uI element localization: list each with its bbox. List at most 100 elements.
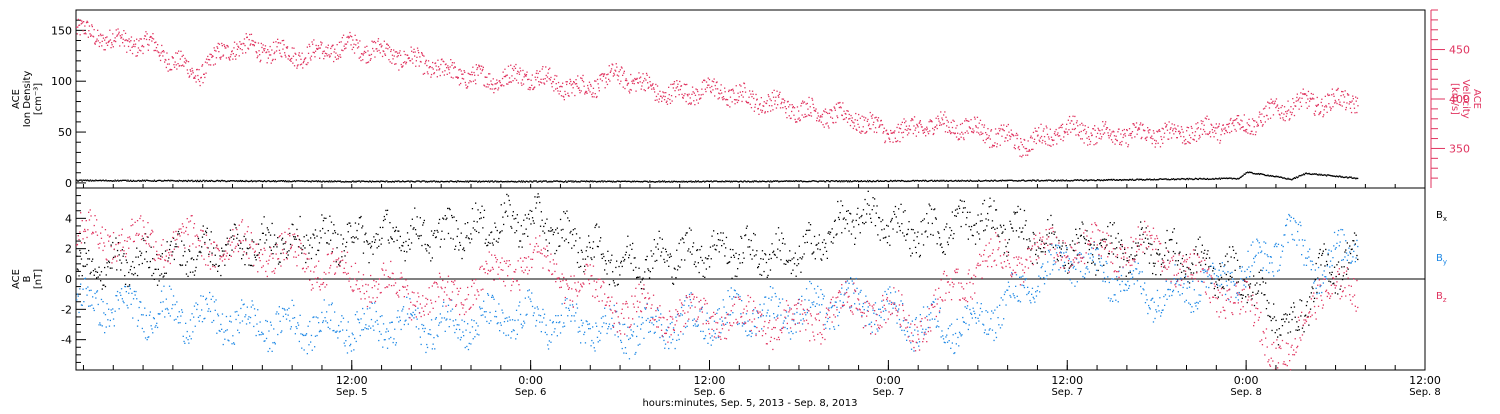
- velocity-point: [709, 79, 710, 80]
- Bx-point: [570, 231, 571, 232]
- velocity-point: [817, 118, 818, 119]
- Bx-point: [981, 213, 982, 214]
- velocity-point: [260, 61, 261, 62]
- Bx-point: [248, 248, 249, 249]
- Bx-point: [165, 250, 166, 251]
- velocity-point: [137, 52, 138, 53]
- velocity-point: [1113, 131, 1114, 132]
- velocity-point: [103, 49, 104, 50]
- velocity-point: [755, 104, 756, 105]
- velocity-point: [82, 22, 83, 23]
- velocity-point: [344, 48, 345, 49]
- Bx-point: [381, 238, 382, 239]
- velocity-point: [1282, 105, 1283, 106]
- Bx-point: [914, 232, 915, 233]
- velocity-point: [1054, 133, 1055, 134]
- Bx-point: [353, 242, 354, 243]
- Bx-point: [415, 229, 416, 230]
- Bx-point: [922, 220, 923, 221]
- Bx-point: [680, 239, 681, 240]
- velocity-point: [553, 81, 554, 82]
- velocity-point: [265, 45, 266, 46]
- velocity-point: [1217, 139, 1218, 140]
- velocity-point: [237, 49, 238, 50]
- velocity-point: [779, 92, 780, 93]
- velocity-point: [591, 94, 592, 95]
- velocity-point: [503, 72, 504, 73]
- velocity-point: [399, 50, 400, 51]
- velocity-point: [1047, 134, 1048, 135]
- velocity-point: [1266, 115, 1267, 116]
- velocity-point: [899, 141, 900, 142]
- Bx-point: [474, 229, 475, 230]
- velocity-point: [606, 81, 607, 82]
- velocity-point: [262, 52, 263, 53]
- Bx-point: [388, 240, 389, 241]
- velocity-point: [1172, 123, 1173, 124]
- Bx-point: [996, 209, 997, 210]
- velocity-point: [904, 122, 905, 123]
- velocity-point: [830, 117, 831, 118]
- velocity-point: [766, 103, 767, 104]
- Bx-point: [992, 220, 993, 221]
- Bx-point: [720, 232, 721, 233]
- Bx-point: [300, 216, 301, 217]
- velocity-point: [1240, 120, 1241, 121]
- velocity-point: [579, 92, 580, 93]
- velocity-point: [578, 87, 579, 88]
- velocity-point: [581, 78, 582, 79]
- Bx-point: [683, 238, 684, 239]
- Bx-point: [470, 233, 471, 234]
- velocity-point: [772, 92, 773, 93]
- velocity-point: [1213, 127, 1214, 128]
- Bx-point: [211, 253, 212, 254]
- Bx-point: [232, 235, 233, 236]
- velocity-point: [1171, 137, 1172, 138]
- velocity-point: [1321, 102, 1322, 103]
- velocity-point: [1286, 113, 1287, 114]
- Bx-point: [163, 275, 164, 276]
- velocity-point: [723, 98, 724, 99]
- Bx-point: [186, 273, 187, 274]
- velocity-point: [774, 90, 775, 91]
- Bx-point: [939, 237, 940, 238]
- Bx-point: [931, 209, 932, 210]
- Bx-point: [461, 258, 462, 259]
- density-tick-label: 50: [58, 126, 72, 139]
- Bx-point: [521, 225, 522, 226]
- Bx-point: [838, 217, 839, 218]
- velocity-point: [138, 40, 139, 41]
- velocity-point: [672, 84, 673, 85]
- velocity-point: [1203, 129, 1204, 130]
- velocity-point: [750, 94, 751, 95]
- Bx-point: [189, 251, 190, 252]
- velocity-point: [828, 125, 829, 126]
- Bx-point: [962, 212, 963, 213]
- velocity-point: [651, 89, 652, 90]
- velocity-point: [1123, 137, 1124, 138]
- Bx-point: [84, 242, 85, 243]
- Bx-point: [270, 235, 271, 236]
- velocity-point: [1180, 132, 1181, 133]
- Bx-point: [555, 229, 556, 230]
- velocity-point: [1209, 131, 1210, 132]
- velocity-point: [634, 83, 635, 84]
- velocity-point: [397, 53, 398, 54]
- Bx-point: [212, 264, 213, 265]
- velocity-point: [416, 60, 417, 61]
- velocity-point: [1309, 101, 1310, 102]
- velocity-point: [1082, 125, 1083, 126]
- Bx-point: [988, 219, 989, 220]
- velocity-point: [1169, 121, 1170, 122]
- density-point: [203, 180, 204, 181]
- Bx-point: [1115, 238, 1116, 239]
- velocity-point: [371, 54, 372, 55]
- Bx-point: [103, 285, 104, 286]
- velocity-point: [452, 62, 453, 63]
- velocity-point: [1000, 145, 1001, 146]
- velocity-point: [726, 99, 727, 100]
- Bx-point: [830, 232, 831, 233]
- Bx-point: [423, 222, 424, 223]
- velocity-point: [405, 63, 406, 64]
- Bx-point: [1104, 238, 1105, 239]
